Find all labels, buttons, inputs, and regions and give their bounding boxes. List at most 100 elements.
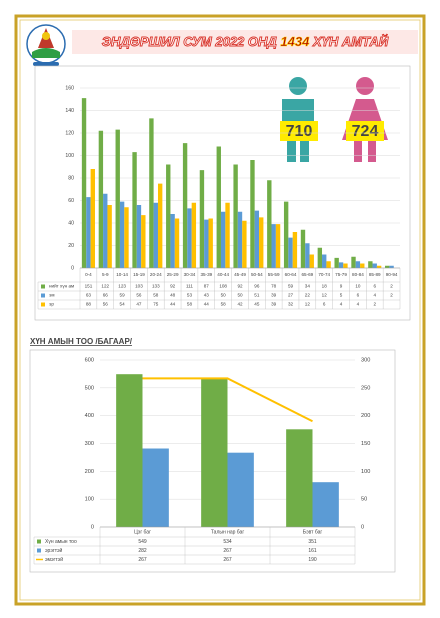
x-tick-label: 60-64 [285, 272, 297, 277]
table-value: 58 [153, 293, 159, 298]
table-value: 351 [308, 539, 317, 545]
legend-label: нийт хүн ам [49, 283, 74, 289]
table-value: 18 [322, 284, 328, 289]
table-value: 282 [138, 548, 147, 554]
table-value: 267 [138, 557, 147, 563]
x-tick-label: 35-39 [200, 272, 212, 277]
bar [250, 160, 255, 268]
table-value: 4 [340, 302, 343, 307]
table-value: 56 [103, 302, 109, 307]
count-box [346, 121, 384, 141]
bar [225, 202, 230, 268]
y-tick-label: 600 [85, 357, 94, 363]
bar [199, 170, 205, 268]
bar [312, 482, 339, 527]
bar [338, 262, 344, 268]
y-tick-label: 100 [65, 153, 74, 159]
bar [288, 237, 293, 268]
table-value: 53 [187, 293, 193, 298]
table-value: 111 [186, 284, 193, 289]
bar [286, 429, 313, 527]
y-tick-label: 160 [65, 85, 74, 91]
bar [201, 378, 228, 527]
table-value: 88 [86, 302, 92, 307]
table-value: 96 [254, 284, 260, 289]
bar [259, 217, 264, 268]
x-tick-label: 80-84 [352, 272, 364, 277]
table-value: 92 [237, 284, 243, 289]
bar [115, 129, 120, 268]
bar [389, 265, 394, 268]
table-value: 48 [170, 293, 176, 298]
table-value: 2 [390, 293, 393, 298]
table-value: 66 [103, 293, 109, 298]
y-tick-label: 120 [65, 130, 74, 136]
table-value: 4 [357, 302, 360, 307]
table-value: 27 [288, 293, 294, 298]
y-tick-label: 100 [85, 497, 94, 503]
table-value: 190 [308, 557, 317, 563]
bar [227, 452, 254, 527]
bar [208, 218, 213, 268]
bar [233, 164, 238, 268]
bar [141, 215, 146, 268]
table-value: 75 [153, 302, 159, 307]
table-value: 123 [118, 284, 126, 289]
bar [132, 152, 137, 268]
table-value: 32 [288, 302, 294, 307]
table-value: 9 [340, 284, 343, 289]
table-value: 6 [373, 284, 376, 289]
title-text: ЭНДӨРШИЛ СУМ 2022 ОНД [102, 34, 278, 49]
y-tick-label: 60 [68, 198, 74, 204]
y2-tick-label: 0 [361, 524, 364, 530]
bar [116, 374, 143, 527]
x-tick-label: 5-9 [102, 272, 109, 277]
bar [157, 183, 163, 268]
title-text: ХҮН АМТАЙ [312, 33, 389, 49]
table-value: 47 [136, 302, 142, 307]
y-tick-label: 140 [65, 108, 74, 114]
bar [368, 261, 373, 268]
y2-tick-label: 250 [361, 385, 370, 391]
y-tick-label: 300 [85, 441, 94, 447]
bar [326, 261, 331, 268]
bar [142, 448, 169, 527]
bar [136, 205, 142, 268]
legend-swatch [41, 284, 45, 289]
y-tick-label: 80 [68, 175, 74, 181]
bar [149, 118, 154, 268]
table-value: 59 [288, 284, 294, 289]
table-value: 78 [271, 284, 277, 289]
bar [254, 210, 260, 268]
table-value: 161 [308, 548, 317, 554]
bar [322, 254, 327, 268]
table-value: 51 [254, 293, 260, 298]
table-value: 151 [85, 284, 93, 289]
bar [351, 256, 356, 268]
table-value: 44 [170, 302, 176, 307]
bar [309, 254, 314, 268]
female-count: 724 [352, 123, 379, 140]
x-tick-label: Талын нар баг [211, 529, 245, 535]
legend-swatch [41, 293, 45, 298]
x-tick-label: 70-74 [318, 272, 330, 277]
table-value: 133 [152, 284, 160, 289]
chart-title: ХҮН АМЫН ТОО /БАГААР/ [30, 337, 133, 346]
legend-label: эрэгтэй [45, 547, 63, 554]
legend-label: эмэгтэй [45, 556, 63, 563]
x-tick-label: 0-4 [85, 272, 92, 277]
bar [182, 143, 188, 268]
table-value: 108 [219, 284, 227, 289]
bar [317, 247, 323, 268]
y-tick-label: 200 [85, 469, 94, 475]
y2-tick-label: 50 [361, 497, 367, 503]
table-value: 122 [101, 284, 109, 289]
bar [119, 201, 125, 268]
bar [376, 265, 382, 268]
logo [26, 24, 66, 66]
bar [385, 265, 390, 268]
bar [216, 146, 221, 268]
x-tick-label: 55-59 [268, 272, 280, 277]
